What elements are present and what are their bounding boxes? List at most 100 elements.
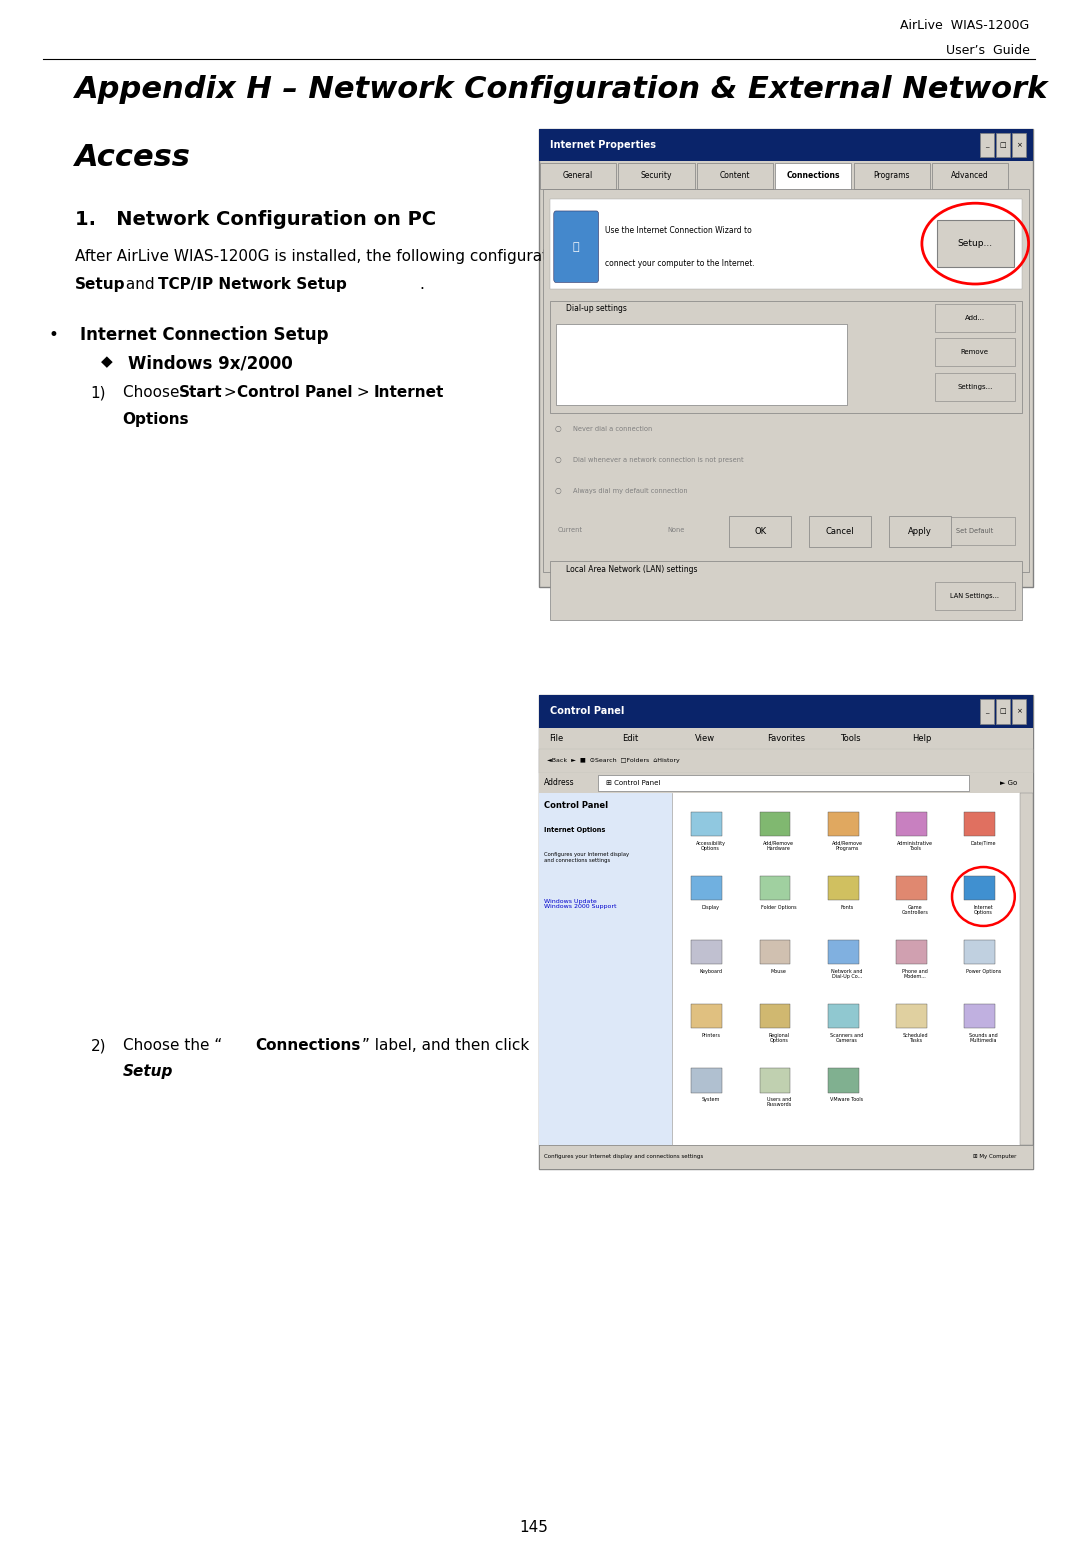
Text: •: • bbox=[48, 326, 58, 345]
FancyBboxPatch shape bbox=[980, 134, 993, 157]
Text: User’s  Guide: User’s Guide bbox=[945, 44, 1030, 56]
FancyBboxPatch shape bbox=[550, 301, 1022, 413]
Text: Setup...: Setup... bbox=[958, 239, 992, 249]
Text: Tools: Tools bbox=[840, 733, 860, 743]
Text: ×: × bbox=[1016, 141, 1022, 148]
Text: Connections: Connections bbox=[255, 1038, 361, 1054]
Text: Always dial my default connection: Always dial my default connection bbox=[573, 488, 687, 494]
Text: View: View bbox=[695, 733, 715, 743]
FancyBboxPatch shape bbox=[760, 1004, 791, 1029]
FancyBboxPatch shape bbox=[691, 876, 722, 900]
Text: Favorites: Favorites bbox=[767, 733, 806, 743]
Text: 2): 2) bbox=[91, 1038, 107, 1054]
FancyBboxPatch shape bbox=[550, 561, 1022, 620]
Text: Content: Content bbox=[719, 171, 750, 180]
Text: Access: Access bbox=[75, 143, 191, 172]
Text: Phone and
Modem...: Phone and Modem... bbox=[903, 968, 928, 979]
FancyBboxPatch shape bbox=[539, 1145, 1033, 1169]
Text: connect your computer to the Internet.: connect your computer to the Internet. bbox=[605, 260, 754, 267]
Text: Configures your Internet display
and connections settings: Configures your Internet display and con… bbox=[544, 852, 630, 862]
Text: Printers: Printers bbox=[701, 1033, 720, 1038]
Text: Connections: Connections bbox=[786, 171, 840, 180]
FancyBboxPatch shape bbox=[896, 1004, 927, 1029]
Text: Keyboard: Keyboard bbox=[699, 968, 722, 974]
FancyBboxPatch shape bbox=[896, 940, 927, 965]
Text: Never dial a connection: Never dial a connection bbox=[573, 426, 652, 432]
FancyBboxPatch shape bbox=[539, 749, 1033, 772]
Text: _: _ bbox=[985, 709, 988, 715]
Text: Start: Start bbox=[179, 385, 223, 401]
Text: Add/Remove
Programs: Add/Remove Programs bbox=[831, 841, 862, 852]
Text: Dial whenever a network connection is not present: Dial whenever a network connection is no… bbox=[573, 457, 744, 463]
Text: Accessibility
Options: Accessibility Options bbox=[696, 841, 726, 852]
FancyBboxPatch shape bbox=[539, 129, 1033, 162]
FancyBboxPatch shape bbox=[828, 940, 859, 965]
FancyBboxPatch shape bbox=[760, 940, 791, 965]
FancyBboxPatch shape bbox=[896, 811, 927, 836]
Text: Control Panel: Control Panel bbox=[550, 706, 624, 716]
FancyBboxPatch shape bbox=[935, 517, 1015, 545]
FancyBboxPatch shape bbox=[539, 727, 1033, 749]
Text: File: File bbox=[550, 733, 563, 743]
Text: Choose the “: Choose the “ bbox=[123, 1038, 222, 1054]
FancyBboxPatch shape bbox=[937, 221, 1014, 267]
Text: OK: OK bbox=[754, 527, 766, 536]
Text: Power Options: Power Options bbox=[966, 968, 1001, 974]
Text: .: . bbox=[165, 1064, 171, 1080]
Text: ◄Back  ►  ■  ⊙Search  □Folders  ⌂History: ◄Back ► ■ ⊙Search □Folders ⌂History bbox=[547, 758, 680, 763]
FancyBboxPatch shape bbox=[931, 163, 1008, 190]
Text: Add...: Add... bbox=[965, 315, 985, 322]
FancyBboxPatch shape bbox=[729, 516, 791, 547]
FancyBboxPatch shape bbox=[828, 1068, 859, 1092]
Text: Edit: Edit bbox=[622, 733, 638, 743]
Text: Advanced: Advanced bbox=[952, 171, 989, 180]
FancyBboxPatch shape bbox=[775, 163, 851, 190]
Text: Apply: Apply bbox=[908, 527, 933, 536]
Text: Choose: Choose bbox=[123, 385, 185, 401]
Text: Internet
Options: Internet Options bbox=[973, 904, 993, 915]
Text: Users and
Passwords: Users and Passwords bbox=[766, 1097, 792, 1108]
FancyBboxPatch shape bbox=[554, 211, 599, 283]
FancyBboxPatch shape bbox=[556, 325, 847, 406]
Text: Add/Remove
Hardware: Add/Remove Hardware bbox=[763, 841, 794, 852]
FancyBboxPatch shape bbox=[550, 199, 1022, 289]
FancyBboxPatch shape bbox=[760, 811, 791, 836]
Text: Set Default: Set Default bbox=[956, 528, 993, 535]
FancyBboxPatch shape bbox=[697, 163, 773, 190]
Text: □: □ bbox=[1000, 709, 1006, 715]
FancyBboxPatch shape bbox=[996, 134, 1009, 157]
Text: Control Panel: Control Panel bbox=[544, 800, 608, 810]
Text: _: _ bbox=[985, 141, 988, 148]
Text: ⊞ Control Panel: ⊞ Control Panel bbox=[606, 780, 660, 786]
Text: Appendix H – Network Configuration & External Network: Appendix H – Network Configuration & Ext… bbox=[75, 75, 1048, 104]
Text: Windows Update
Windows 2000 Support: Windows Update Windows 2000 Support bbox=[544, 898, 617, 909]
FancyBboxPatch shape bbox=[539, 793, 672, 1145]
Text: Internet Connection: Internet Connection bbox=[794, 249, 966, 264]
Text: Programs: Programs bbox=[874, 171, 910, 180]
FancyBboxPatch shape bbox=[543, 190, 1029, 572]
Text: Remove: Remove bbox=[960, 350, 989, 356]
Text: Local Area Network (LAN) settings: Local Area Network (LAN) settings bbox=[566, 566, 697, 575]
Text: >: > bbox=[219, 385, 241, 401]
Text: Display: Display bbox=[702, 904, 719, 909]
FancyBboxPatch shape bbox=[539, 793, 1033, 1145]
FancyBboxPatch shape bbox=[935, 339, 1015, 367]
Text: Internet Options: Internet Options bbox=[544, 827, 606, 833]
Text: TCP/IP Network Setup: TCP/IP Network Setup bbox=[158, 277, 347, 292]
Text: Configures your Internet display and connections settings: Configures your Internet display and con… bbox=[544, 1155, 703, 1159]
Text: Date/Time: Date/Time bbox=[971, 841, 997, 845]
Text: Administrative
Tools: Administrative Tools bbox=[897, 841, 934, 852]
FancyBboxPatch shape bbox=[896, 876, 927, 900]
Text: Control Panel: Control Panel bbox=[237, 385, 352, 401]
FancyBboxPatch shape bbox=[1012, 134, 1026, 157]
Text: ► Go: ► Go bbox=[1000, 780, 1017, 786]
FancyBboxPatch shape bbox=[935, 305, 1015, 333]
Text: System: System bbox=[701, 1097, 720, 1102]
Text: Address: Address bbox=[544, 779, 575, 788]
FancyBboxPatch shape bbox=[760, 1068, 791, 1092]
Text: Settings...: Settings... bbox=[957, 384, 992, 390]
Text: Internet Properties: Internet Properties bbox=[550, 140, 655, 151]
Text: ◆: ◆ bbox=[101, 354, 113, 370]
Text: Setup: Setup bbox=[75, 277, 125, 292]
FancyBboxPatch shape bbox=[540, 163, 616, 190]
